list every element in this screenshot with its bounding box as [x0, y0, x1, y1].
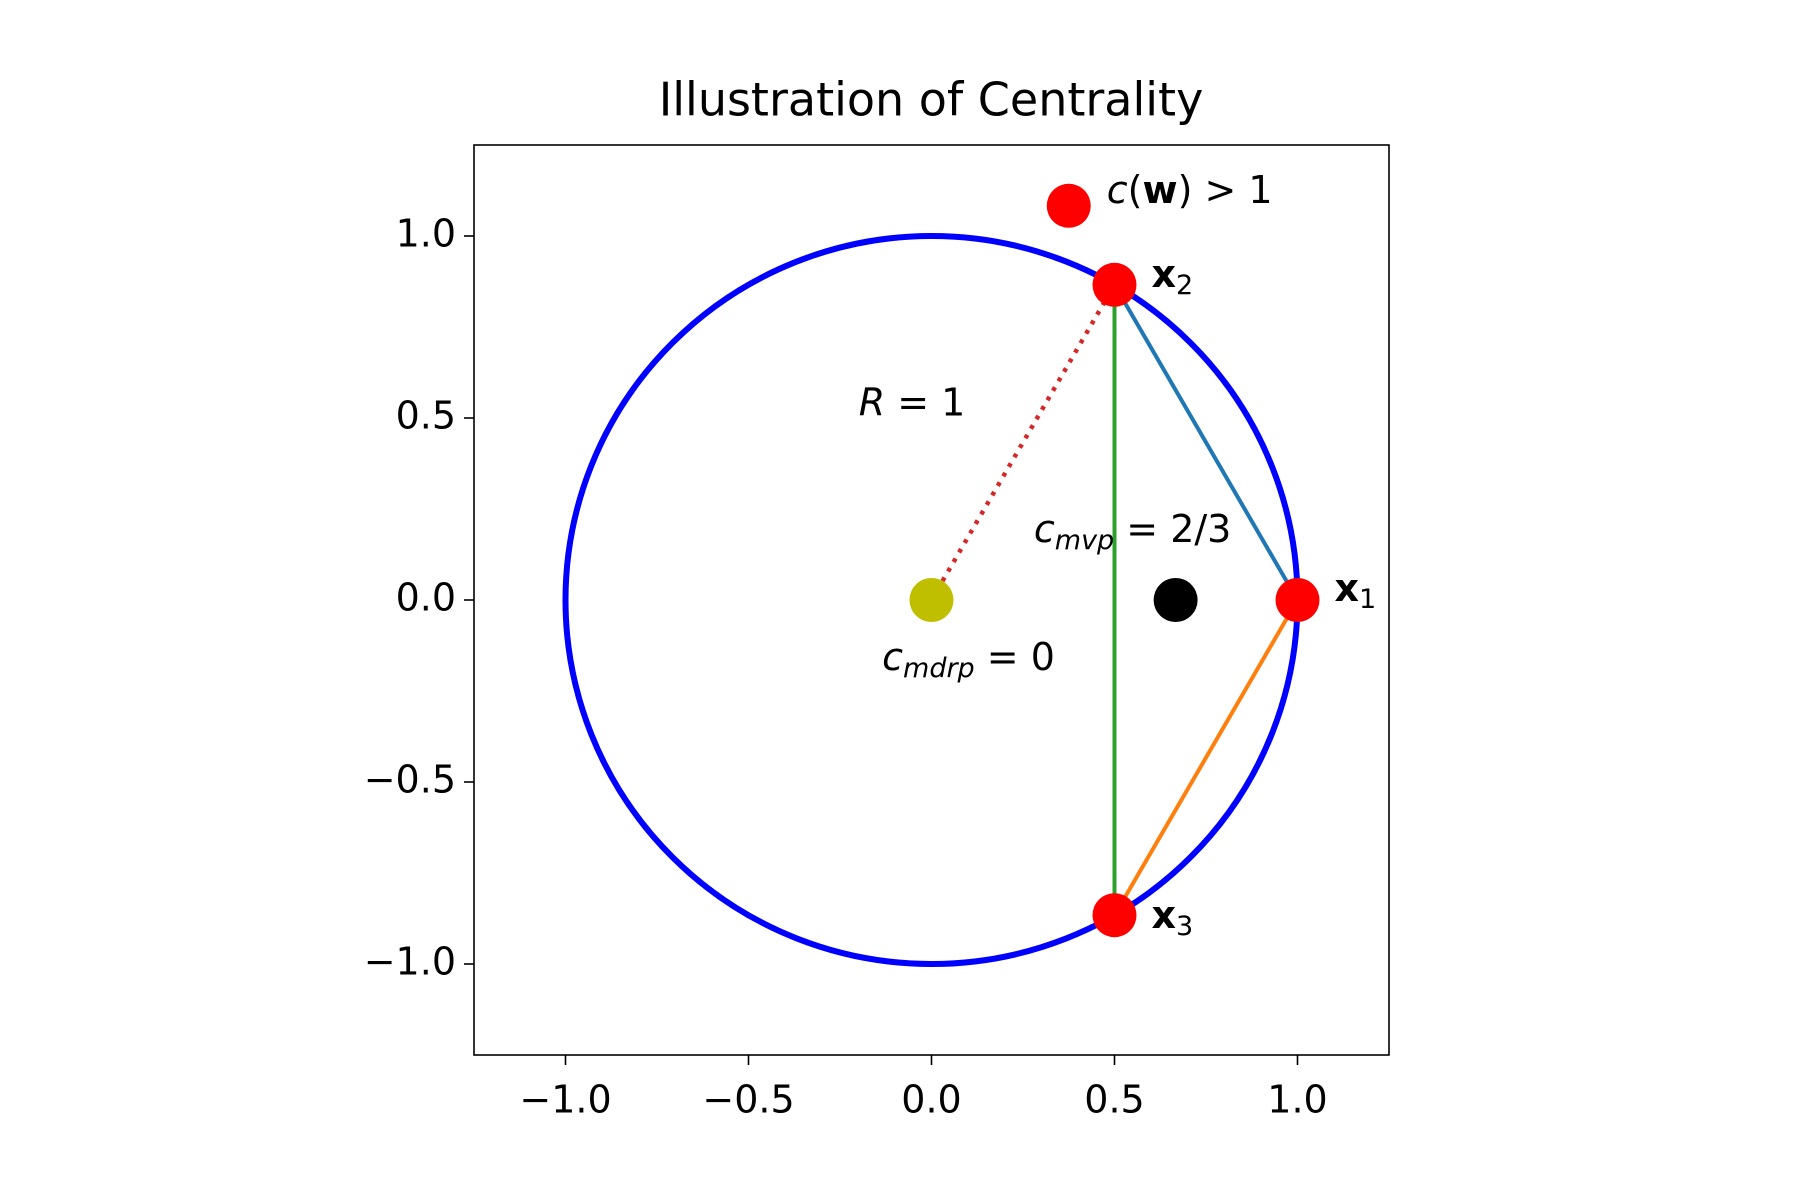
- y-tick-label: 0.0: [396, 576, 456, 620]
- annotation: R = 1: [859, 380, 966, 424]
- x-tick-label: 0.0: [901, 1078, 961, 1122]
- point: [1046, 183, 1091, 228]
- label-run: w: [1142, 167, 1177, 211]
- label-run: c: [882, 635, 903, 679]
- label-run: 2: [1176, 269, 1193, 300]
- label-run: x: [1335, 566, 1360, 610]
- label-run: = 0: [975, 635, 1055, 679]
- label-run: c: [1034, 507, 1055, 551]
- point: [1092, 262, 1137, 307]
- chart-title: Illustration of Centrality: [659, 73, 1204, 127]
- point: [1153, 578, 1198, 622]
- point: [1275, 578, 1320, 622]
- x-tick-label: 1.0: [1267, 1078, 1327, 1122]
- point: [909, 578, 954, 622]
- point-label: cmvp = 2/3: [1034, 507, 1231, 556]
- point-label: x2: [1152, 251, 1194, 300]
- point-label: c(w) > 1: [1107, 167, 1273, 211]
- label-run: mvp: [1055, 525, 1114, 556]
- label-run: R: [859, 380, 885, 424]
- x-tick-label: −0.5: [702, 1078, 794, 1122]
- y-tick-label: −0.5: [364, 758, 456, 802]
- x-tick-label: −1.0: [519, 1078, 611, 1122]
- y-tick-label: 0.5: [396, 394, 456, 438]
- line-segment: [1112, 598, 1300, 917]
- x-tick-label: 0.5: [1084, 1078, 1144, 1122]
- line-segment: [1112, 283, 1300, 602]
- point-label: x1: [1335, 566, 1377, 615]
- label-run: 1: [1359, 584, 1376, 615]
- label-run: mdrp: [903, 653, 975, 684]
- label-run: c: [1107, 167, 1128, 211]
- point-label: x3: [1152, 893, 1194, 942]
- label-run: 3: [1176, 911, 1193, 942]
- label-run: = 2/3: [1114, 507, 1231, 551]
- label-run: = 1: [885, 380, 965, 424]
- label-run: x: [1152, 893, 1177, 937]
- y-tick-label: −1.0: [364, 940, 456, 984]
- y-tick-label: 1.0: [396, 212, 456, 256]
- point: [1092, 893, 1137, 938]
- label-run: (: [1128, 167, 1143, 211]
- point-label: cmdrp = 0: [882, 635, 1055, 684]
- label-run: x: [1152, 251, 1177, 295]
- label-run: ) > 1: [1178, 167, 1273, 211]
